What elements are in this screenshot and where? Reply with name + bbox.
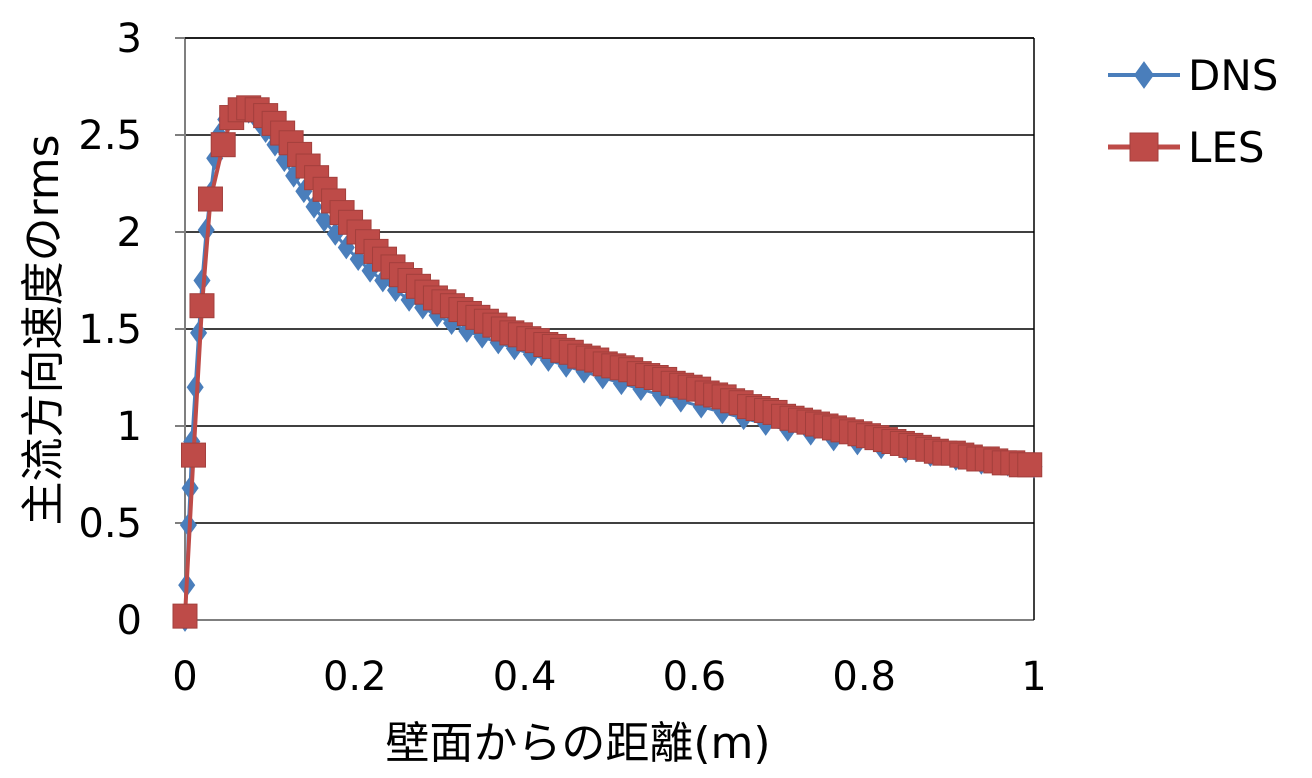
x-tick-label: 0.8 (832, 654, 896, 700)
x-tick-labels: 0 0.2 0.4 0.6 0.8 1 (172, 654, 1046, 700)
y-tick-label: 2 (117, 210, 142, 256)
y-tick-label: 0 (117, 598, 142, 644)
les-point (180, 442, 206, 468)
legend-item-dns: DNS (1108, 51, 1278, 100)
legend-marker (1134, 61, 1154, 89)
les-point (189, 293, 215, 319)
y-axis-title: 主流方向速度のrms (18, 134, 69, 525)
les-point (1017, 452, 1043, 478)
x-tick-label: 0.6 (663, 654, 727, 700)
x-tick-label: 1 (1021, 654, 1046, 700)
y-tick-labels: 0 0.5 1 1.5 2 2.5 3 (78, 16, 142, 644)
y-tick-label: 1 (117, 404, 142, 450)
les-point (172, 603, 198, 629)
y-tick-label: 1.5 (78, 307, 142, 353)
les-point (197, 186, 223, 212)
legend-marker (1129, 132, 1159, 162)
y-tick-label: 0.5 (78, 501, 142, 547)
series-les (172, 95, 1043, 629)
les-point (210, 132, 236, 158)
x-tick-label: 0 (172, 654, 197, 700)
x-tick-label: 0.4 (493, 654, 557, 700)
x-tick-label: 0.2 (323, 654, 387, 700)
legend-label: DNS (1188, 51, 1278, 100)
y-tick-label: 2.5 (78, 113, 142, 159)
legend-label: LES (1188, 123, 1265, 172)
series-layer (172, 95, 1043, 632)
legend: DNS LES (1108, 51, 1278, 172)
dns-point (315, 208, 333, 233)
x-axis-title: 壁面からの距離(m) (385, 718, 770, 769)
legend-item-les: LES (1108, 123, 1265, 172)
y-tick-label: 3 (117, 16, 142, 62)
